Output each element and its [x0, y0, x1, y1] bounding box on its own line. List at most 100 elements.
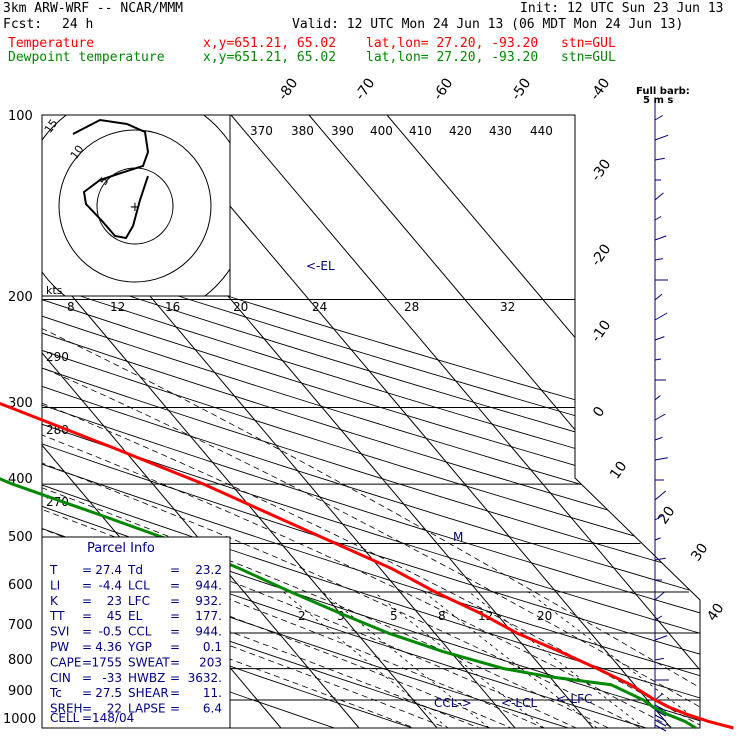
temperature-legend-stn: stn=GUL — [561, 36, 616, 51]
dry-adiabat-line — [42, 115, 700, 728]
parcel-key-left: LI — [50, 578, 60, 592]
wind-barb — [654, 457, 668, 461]
pressure-label-700: 700 — [8, 618, 33, 633]
dry-adiabat-line — [42, 115, 700, 728]
parcel-eq: = — [170, 578, 180, 592]
parcel-value-right: 944. — [195, 625, 222, 639]
ccl-marker: CCL-> — [434, 696, 472, 710]
hodograph-trace — [72, 118, 150, 240]
wind-barb — [654, 216, 662, 221]
parcel-value-right: 932. — [195, 594, 222, 608]
wind-scale-unit: 5 m s — [643, 95, 673, 106]
parcel-value-left: 45 — [107, 609, 122, 623]
model-title: 3km ARW-WRF -- NCAR/MMM — [3, 1, 184, 16]
right-temp-tick-40: 40 — [704, 601, 727, 625]
parcel-value-right: 6.4 — [203, 702, 222, 716]
wind-barb — [654, 537, 661, 541]
theta-label-400: 400 — [370, 124, 393, 138]
dry-adiabat-line — [42, 115, 700, 728]
wind-barb — [654, 615, 663, 621]
dry-adiabat-line — [42, 115, 700, 728]
parcel-eq: = — [82, 702, 92, 716]
right-temp-tick-10: 10 — [607, 459, 630, 483]
theta-e-label-8: 8 — [67, 300, 75, 314]
parcel-key-left: CAPE — [50, 655, 81, 669]
parcel-key-right: Td — [127, 563, 143, 577]
wind-barb — [654, 395, 661, 401]
parcel-key-left: SVI — [50, 625, 69, 639]
dry-adiabat-line — [42, 115, 700, 728]
parcel-key-left: TT — [49, 609, 65, 623]
pressure-label-200: 200 — [8, 290, 33, 305]
theta-left-290: 290 — [46, 350, 69, 364]
right-temp-tick-minus30: -30 — [588, 156, 614, 184]
parcel-info-panel: Parcel Info T = 27.4 Td = 23.2LI = -4.4 LCL = 944.… — [41, 536, 231, 729]
parcel-eq: = — [170, 594, 180, 608]
top-temp-tick-minus70: -70 — [352, 75, 378, 103]
theta-e-label-32: 32 — [500, 300, 515, 314]
parcel-eq: = — [82, 625, 92, 639]
theta-label-370: 370 — [250, 124, 273, 138]
pressure-label-800: 800 — [8, 653, 33, 668]
parcel-value-right: 203 — [199, 655, 222, 669]
wind-barb — [654, 235, 667, 241]
wind-barb — [654, 714, 667, 722]
parcel-key-right: YGP — [127, 640, 152, 654]
parcel-key-left: SREH — [50, 702, 83, 716]
parcel-eq: = — [82, 671, 92, 685]
isotherm-line — [308, 115, 700, 728]
top-temp-tick-minus80: -80 — [275, 75, 301, 103]
parcel-value-right: 944. — [195, 578, 222, 592]
parcel-eq: = — [82, 563, 92, 577]
wind-barb — [654, 336, 665, 341]
parcel-eq: = — [82, 594, 92, 608]
right-temp-tick-minus20: -20 — [588, 241, 614, 269]
theta-e-label-20: 20 — [233, 300, 248, 314]
dry-adiabat-line — [42, 115, 700, 728]
parcel-eq: = — [170, 702, 180, 716]
dry-adiabat-line — [42, 115, 700, 728]
dry-adiabat-line — [42, 115, 700, 728]
wind-barb — [654, 657, 664, 661]
right-temp-tick-30: 30 — [688, 541, 711, 565]
wind-barb — [654, 724, 667, 732]
moist-adiabat-line — [42, 271, 605, 728]
parcel-key-right: LFC — [128, 594, 150, 608]
parcel-value-left: 27.4 — [95, 563, 122, 577]
pressure-label-1000: 1000 — [3, 712, 36, 727]
hodograph-ring-10 — [58, 129, 212, 283]
wind-barb — [654, 293, 663, 301]
isotherm-line — [42, 115, 48, 728]
theta-e-label-24: 24 — [312, 300, 327, 314]
parcel-cell-label: CELL — [50, 711, 80, 725]
parcel-value-left: -0.5 — [99, 625, 122, 639]
parcel-value-right: 11. — [203, 686, 222, 700]
temperature-legend-xy: x,y=651.21, 65.02 — [203, 36, 337, 51]
parcel-info-box — [41, 536, 231, 729]
parcel-eq: = — [170, 655, 180, 669]
theta-e-label-16: 16 — [165, 300, 180, 314]
parcel-value-left: 23 — [107, 594, 122, 608]
lfc-marker: <-LFC — [556, 692, 592, 706]
parcel-eq: = — [170, 625, 180, 639]
mixing-ratio-line — [468, 591, 663, 728]
pressure-label-300: 300 — [8, 396, 33, 411]
wind-barb — [654, 358, 661, 361]
parcel-value-left: 4.36 — [95, 640, 122, 654]
dry-adiabat-line — [42, 115, 700, 728]
theta-label-420: 420 — [449, 124, 472, 138]
parcel-key-left: PW — [50, 640, 69, 654]
parcel-key-right: LAPSE — [128, 702, 166, 716]
dry-adiabat-line — [42, 115, 700, 728]
hodograph: 5 10 15 kts + — [41, 114, 231, 297]
parcel-value-left: -4.4 — [99, 578, 122, 592]
parcel-eq: = — [170, 671, 180, 685]
parcel-eq: = — [170, 686, 180, 700]
mixing-ratio-line — [283, 591, 465, 728]
parcel-eq: = — [82, 640, 92, 654]
pressure-label-600: 600 — [8, 578, 33, 593]
wind-barb — [654, 704, 667, 712]
theta-label-410: 410 — [409, 124, 432, 138]
parcel-key-left: CIN — [50, 671, 71, 685]
